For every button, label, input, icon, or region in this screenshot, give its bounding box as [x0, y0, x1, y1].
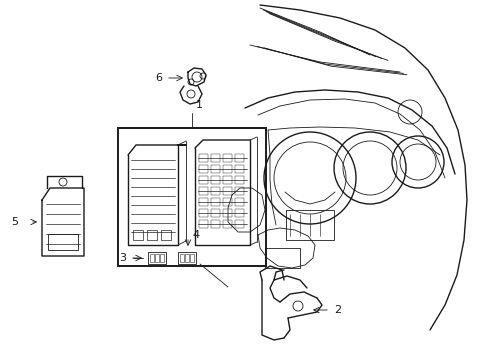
Bar: [148, 252, 165, 264]
Bar: [223, 154, 231, 162]
Bar: [223, 176, 231, 184]
Bar: [235, 220, 244, 228]
Bar: [180, 254, 183, 262]
Bar: [210, 165, 220, 173]
Bar: [210, 198, 220, 206]
Bar: [199, 209, 207, 217]
Text: 2: 2: [333, 305, 341, 315]
Bar: [199, 187, 207, 195]
Bar: [235, 209, 244, 217]
Bar: [150, 254, 154, 262]
Bar: [190, 254, 194, 262]
Bar: [223, 220, 231, 228]
Bar: [285, 210, 333, 240]
Bar: [210, 220, 220, 228]
Bar: [235, 187, 244, 195]
Bar: [210, 187, 220, 195]
Bar: [235, 165, 244, 173]
Bar: [160, 254, 163, 262]
Bar: [210, 154, 220, 162]
Bar: [161, 230, 171, 240]
Bar: [118, 128, 265, 266]
Bar: [235, 176, 244, 184]
Bar: [223, 209, 231, 217]
Text: 4: 4: [192, 230, 199, 240]
Bar: [223, 198, 231, 206]
Bar: [48, 234, 78, 250]
Bar: [199, 198, 207, 206]
Bar: [155, 254, 159, 262]
Bar: [199, 176, 207, 184]
Bar: [264, 248, 299, 268]
Bar: [133, 230, 142, 240]
Text: 6: 6: [155, 73, 162, 83]
Bar: [210, 176, 220, 184]
Bar: [235, 198, 244, 206]
Text: 1: 1: [196, 100, 203, 110]
Bar: [210, 209, 220, 217]
Bar: [178, 252, 196, 264]
Bar: [223, 165, 231, 173]
Text: 5: 5: [11, 217, 18, 227]
Bar: [147, 230, 157, 240]
Text: 3: 3: [119, 253, 126, 263]
Bar: [199, 220, 207, 228]
Bar: [184, 254, 189, 262]
Bar: [223, 187, 231, 195]
Bar: [235, 154, 244, 162]
Bar: [199, 165, 207, 173]
Bar: [199, 154, 207, 162]
